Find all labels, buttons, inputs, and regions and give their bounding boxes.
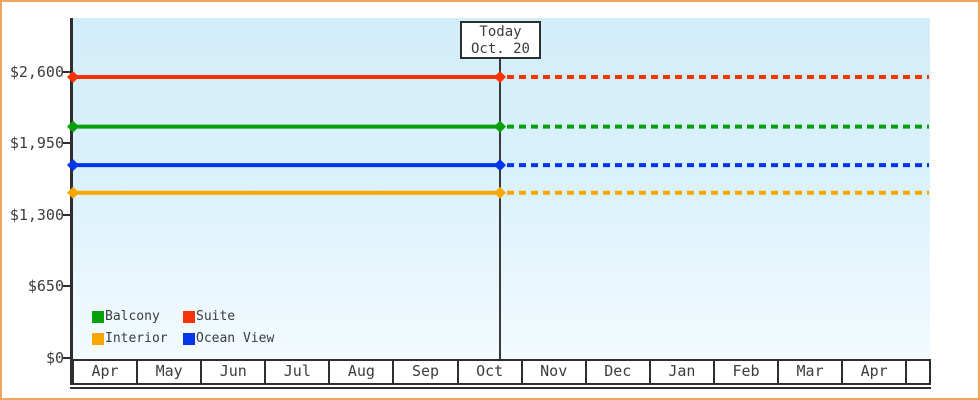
legend-item: Interior [92, 330, 183, 347]
today-label: Today [479, 24, 522, 40]
y-axis-tick [63, 285, 71, 288]
month-cell: Feb [715, 361, 780, 383]
series-marker [67, 71, 79, 84]
y-axis-tick-label: $650 [27, 277, 64, 296]
legend-label: Ocean View [196, 331, 275, 346]
month-cell: May [138, 361, 203, 383]
legend-swatch [92, 310, 104, 323]
y-axis-tick [63, 357, 71, 359]
series-marker [67, 120, 79, 133]
month-cell-empty [907, 361, 929, 383]
today-marker-box: Today Oct. 20 [460, 21, 541, 59]
month-cell: Jan [651, 361, 715, 383]
month-cell: Nov [523, 361, 587, 383]
series-marker [494, 120, 506, 133]
today-date-label: Oct. 20 [470, 41, 530, 57]
month-cell: Aug [330, 361, 395, 383]
series-marker [494, 159, 506, 172]
month-cell: Jul [266, 361, 331, 383]
month-cell: Dec [587, 361, 651, 383]
legend-label: Interior [105, 331, 168, 346]
series-marker [67, 159, 79, 172]
x-axis-underline [70, 387, 931, 389]
y-axis-tick-label: $2,600 [9, 62, 64, 81]
month-cell: Mar [779, 361, 844, 383]
today-line [499, 58, 501, 359]
month-cell: Oct [459, 361, 523, 383]
legend-item: Ocean View [183, 330, 274, 347]
legend-item: Balcony [92, 308, 183, 325]
legend-swatch [92, 332, 104, 345]
legend-swatch [183, 332, 195, 345]
y-axis-tick-label: $0 [45, 349, 64, 367]
x-axis-month-band: Apr May Jun Jul Aug Sep Oct Nov Dec Jan Feb Mar Apr [72, 359, 931, 385]
legend: Balcony Suite Interior Ocean View [92, 308, 274, 347]
y-axis-tick-label: $1,300 [9, 205, 64, 224]
legend-label: Balcony [105, 309, 160, 324]
legend-label: Suite [196, 309, 236, 324]
legend-swatch [183, 310, 195, 323]
month-cell: Sep [394, 361, 459, 383]
y-axis-tick [63, 70, 71, 73]
series-marker [494, 186, 506, 199]
y-axis-tick [63, 213, 71, 216]
series-marker [494, 71, 506, 84]
y-axis [70, 18, 73, 385]
month-cell: Apr [843, 361, 908, 383]
series-marker [67, 186, 79, 199]
y-axis-tick-label: $1,950 [9, 134, 64, 153]
month-cell: Jun [202, 361, 267, 383]
month-cell: Apr [74, 361, 139, 383]
y-axis-tick [63, 142, 71, 145]
legend-item: Suite [183, 308, 274, 325]
